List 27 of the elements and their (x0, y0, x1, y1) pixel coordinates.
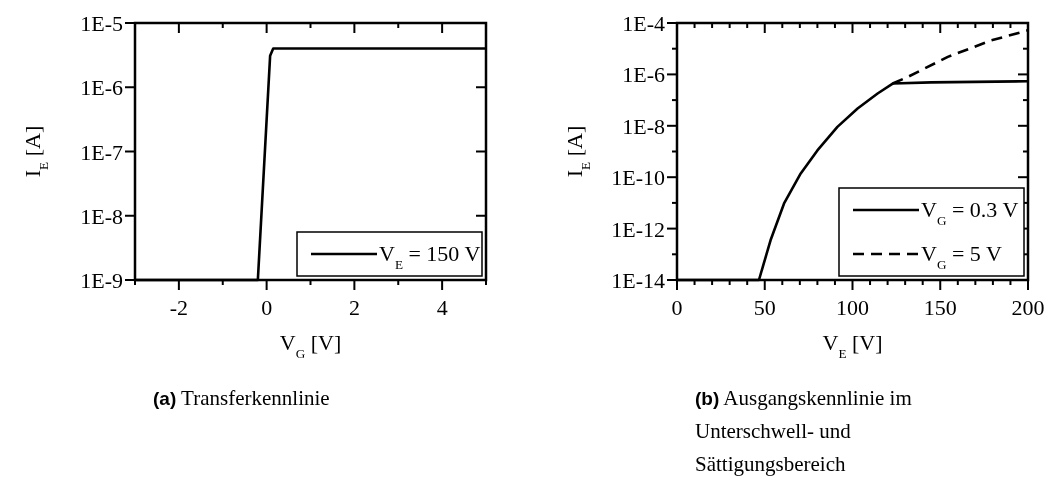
legend-label: V$_{G}$ = 5 V (921, 241, 1002, 272)
x-tick-label: 100 (836, 295, 869, 320)
y-tick-label: 1E-6 (80, 75, 123, 101)
legend-label: V$_{E}$ = 150 V (379, 241, 481, 272)
x-tick-label: 150 (923, 295, 957, 320)
y-tick-label: 1E-10 (611, 165, 665, 191)
y-tick-label: 1E-8 (622, 113, 665, 139)
y-tick-label: 1E-4 (622, 11, 665, 36)
legend-label: V$_{G}$ = 0.3 V (921, 197, 1019, 228)
y-tick-label: 1E-14 (611, 268, 665, 293)
x-tick-label: 50 (753, 295, 776, 320)
x-tick-label: -2 (169, 295, 189, 320)
x-tick-label: 200 (1011, 295, 1045, 320)
y-tick-label: 1E-5 (80, 11, 123, 36)
y-tick-label: 1E-7 (80, 139, 123, 165)
y-tick-label: 1E-8 (80, 203, 123, 229)
x-tick-label: 2 (348, 295, 360, 320)
x-axis-title: V$_{E}$ [V] (822, 330, 883, 361)
x-tick-label: 0 (261, 295, 273, 320)
x-tick-label: 0 (671, 295, 683, 320)
x-axis-title: V$_{G}$ [V] (279, 330, 342, 361)
text: (b) Ausgangskennlinie im Unterschwell- und Sättigungsbereich (695, 386, 912, 476)
y-tick-label: 1E-9 (80, 268, 123, 293)
y-tick-label: 1E-6 (622, 62, 665, 88)
text: (a) Transferkennlinie (153, 386, 330, 410)
x-tick-label: 4 (436, 295, 448, 320)
y-tick-label: 1E-12 (611, 216, 665, 242)
